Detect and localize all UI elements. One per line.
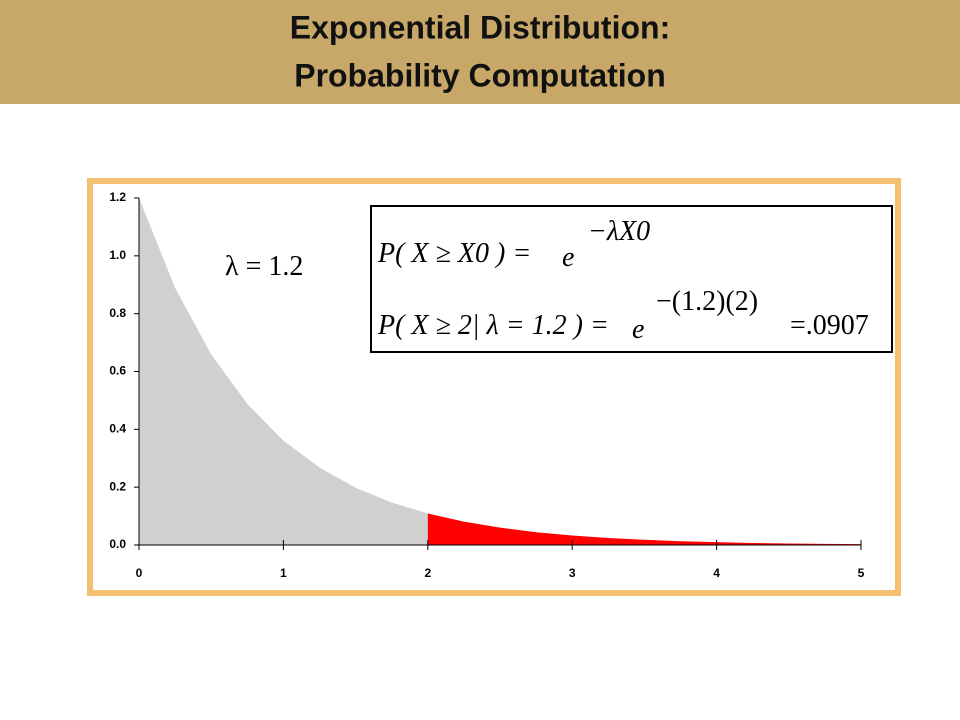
plot: 0.0 0.2 0.4 0.6 0.8 1.0 1.2 0 1 2 3 4 5	[109, 190, 864, 580]
x-tick-label: 5	[858, 566, 865, 580]
formula-base: e	[562, 242, 574, 273]
x-tick-label: 1	[280, 566, 287, 580]
x-tick-label: 4	[713, 566, 720, 580]
formula: P( X ≥ 2| λ = 1.2 ) =	[377, 310, 609, 341]
y-tick-label: 0.0	[109, 537, 126, 551]
area	[139, 198, 428, 545]
formula: P( X ≥ X0 ) =	[377, 238, 531, 269]
lambda-label: λ = 1.2	[225, 251, 303, 282]
x-tick-label: 2	[424, 566, 431, 580]
formula-exponent: −λX0	[588, 216, 650, 247]
result: =.0907	[790, 310, 869, 341]
title-line: Probability Computation	[294, 57, 666, 93]
formula-exponent: −(1.2)(2)	[656, 286, 758, 317]
y-tick-label: 1.2	[109, 190, 126, 204]
y-tick-label: 1.0	[109, 248, 126, 262]
x-tick-label: 3	[569, 566, 576, 580]
title-band	[0, 0, 960, 104]
title-line: Exponential Distribution:	[290, 9, 670, 45]
x-tick-label: 0	[136, 566, 143, 580]
formula-base: e	[632, 314, 644, 345]
y-tick-label: 0.2	[109, 479, 126, 493]
area	[427, 513, 861, 545]
formula-box	[370, 205, 893, 353]
y-tick-label: 0.8	[109, 306, 126, 320]
y-tick-label: 0.6	[109, 364, 126, 378]
y-tick-label: 0.4	[109, 422, 126, 436]
